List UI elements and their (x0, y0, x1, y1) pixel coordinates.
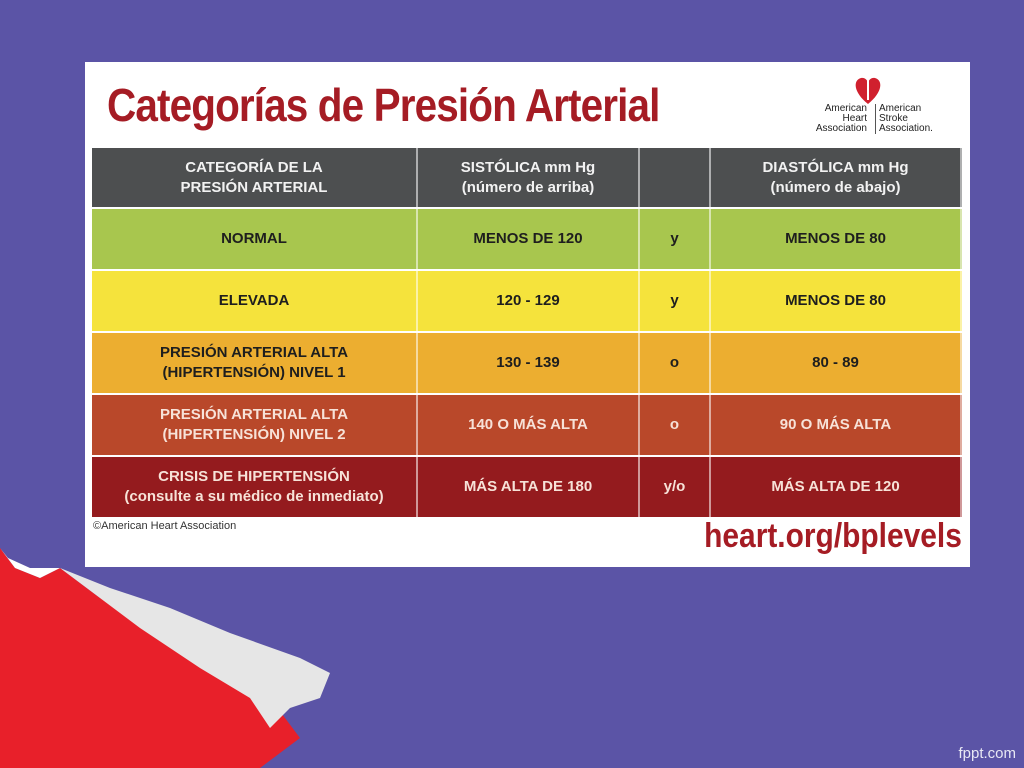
cell-text: DIASTÓLICA mm Hg (762, 158, 909, 176)
table-cell: PRESIÓN ARTERIAL ALTA (HIPERTENSIÓN) NIVE… (92, 333, 418, 393)
table-cell: 80 - 89 (711, 333, 962, 393)
table-row: CRISIS DE HIPERTENSIÓN (consulte a su méd… (92, 457, 962, 517)
table-cell: y (640, 209, 711, 269)
table-row: PRESIÓN ARTERIAL ALTA (HIPERTENSIÓN) NIVE… (92, 395, 962, 455)
cell-text: (número de abajo) (770, 178, 901, 196)
logo-text: Association. (879, 123, 933, 134)
cell-text: CATEGORÍA DE LA (185, 158, 323, 176)
cell-text: MENOS DE 80 (785, 292, 886, 309)
table-cell: MENOS DE 80 (711, 271, 962, 331)
table-cell: MÁS ALTA DE 120 (711, 457, 962, 517)
cell-text: CRISIS DE HIPERTENSIÓN (158, 468, 350, 485)
table-cell: 140 O MÁS ALTA (418, 395, 640, 455)
table-row: ELEVADA 120 - 129 y MENOS DE 80 (92, 271, 962, 331)
table-cell: 120 - 129 (418, 271, 640, 331)
cell-text: o (669, 416, 680, 433)
logo-text: Heart (842, 113, 867, 124)
cell-text: MÁS ALTA DE 180 (463, 478, 593, 495)
cell-text: 140 O MÁS ALTA (468, 416, 588, 433)
cell-text: y (670, 292, 679, 309)
table-cell: SISTÓLICA mm Hg (número de arriba) (418, 148, 640, 207)
table-cell: NORMAL (92, 209, 418, 269)
table-cell (640, 148, 711, 207)
cell-text: MENOS DE 80 (785, 230, 886, 247)
table-cell: DIASTÓLICA mm Hg (número de abajo) (711, 148, 962, 207)
cell-text: y/o (663, 478, 686, 495)
table-cell: y/o (640, 457, 711, 517)
table-cell: 130 - 139 (418, 333, 640, 393)
cell-text: MENOS DE 120 (473, 230, 583, 247)
cell-text: y (670, 230, 679, 247)
url: heart.org/bplevels (704, 517, 962, 555)
cell-text: MÁS ALTA DE 120 (771, 478, 900, 495)
cell-text: o (669, 354, 680, 371)
chart-card: Categorías de Presión Arterial American H… (85, 62, 970, 567)
table-row: PRESIÓN ARTERIAL ALTA (HIPERTENSIÓN) NIVE… (92, 333, 962, 393)
cell-text: (número de arriba) (461, 178, 595, 196)
table-cell: MENOS DE 80 (711, 209, 962, 269)
cell-text: (HIPERTENSIÓN) NIVEL 2 (162, 426, 346, 443)
logo-text: Association (815, 123, 867, 134)
cell-text: 80 - 89 (812, 354, 859, 371)
cell-text: (consulte a su médico de inmediato) (124, 488, 384, 505)
table-cell: 90 O MÁS ALTA (711, 395, 962, 455)
copyright: ©American Heart Association (93, 520, 237, 532)
watermark: fppt.com (958, 745, 1016, 762)
cell-text: NORMAL (221, 230, 287, 247)
cell-text: (HIPERTENSIÓN) NIVEL 1 (162, 364, 346, 381)
table-row: NORMAL MENOS DE 120 y MENOS DE 80 (92, 209, 962, 269)
cell-text: 90 O MÁS ALTA (779, 416, 892, 433)
cell-text: PRESIÓN ARTERIAL ALTA (159, 344, 349, 361)
table-cell: CRISIS DE HIPERTENSIÓN (consulte a su méd… (92, 457, 418, 517)
table-cell: MÁS ALTA DE 180 (418, 457, 640, 517)
cell-text: ELEVADA (218, 292, 290, 309)
cell-text: SISTÓLICA mm Hg (460, 158, 596, 176)
logo: American Heart Association American Stroke A… (805, 74, 945, 138)
table-cell: y (640, 271, 711, 331)
table-cell: ELEVADA (92, 271, 418, 331)
table-cell: o (640, 395, 711, 455)
logo-text: Stroke (879, 113, 908, 124)
table-cell: o (640, 333, 711, 393)
table-cell: MENOS DE 120 (418, 209, 640, 269)
cell-text: PRESIÓN ARTERIAL ALTA (159, 406, 349, 423)
cell-text: PRESIÓN ARTERIAL (180, 178, 328, 196)
logo-text: American (824, 103, 867, 114)
logo-heart (855, 76, 881, 104)
cell-text: 120 - 129 (496, 292, 560, 309)
table-cell: PRESIÓN ARTERIAL ALTA (HIPERTENSIÓN) NIVE… (92, 395, 418, 455)
title: Categorías de Presión Arterial (107, 79, 660, 131)
torn-paper (0, 548, 330, 768)
cell-text: 130 - 139 (496, 354, 560, 371)
logo-text: American (879, 103, 922, 114)
table-header: CATEGORÍA DE LA PRESIÓN ARTERIAL SISTÓLICA… (92, 148, 962, 207)
table-cell: CATEGORÍA DE LA PRESIÓN ARTERIAL (92, 148, 418, 207)
